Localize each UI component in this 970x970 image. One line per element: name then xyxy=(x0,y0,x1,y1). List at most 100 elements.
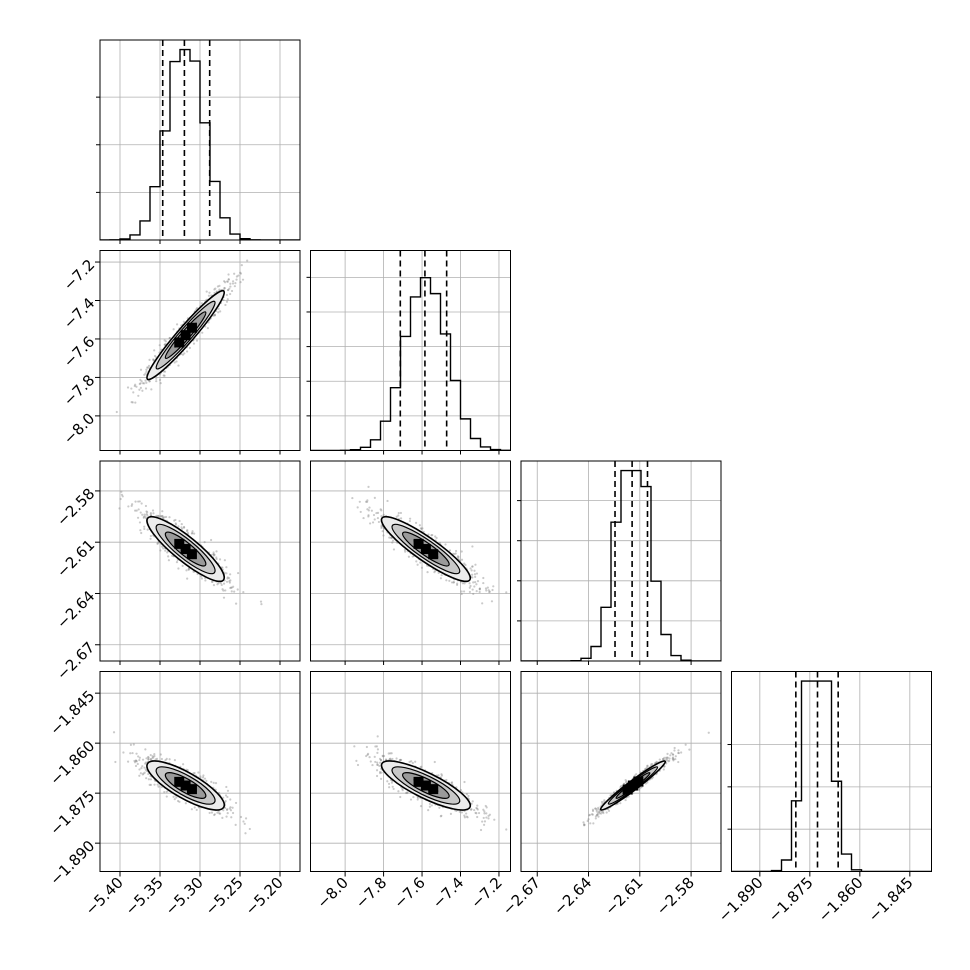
scatter-point xyxy=(144,761,147,764)
scatter-point xyxy=(400,758,403,762)
scatter-point xyxy=(469,584,472,588)
scatter-point xyxy=(239,815,243,819)
scatter-point xyxy=(230,586,233,589)
scatter-point xyxy=(147,758,150,761)
scatter-point xyxy=(476,804,479,807)
scatter-point xyxy=(226,795,229,799)
scatter-point xyxy=(418,524,421,527)
scatter-point xyxy=(684,743,687,746)
scatter-point xyxy=(399,795,402,799)
scatter-point xyxy=(412,795,415,799)
scatter-point xyxy=(663,765,666,768)
scatter-point xyxy=(587,818,590,821)
scatter-point xyxy=(203,541,206,544)
scatter-point xyxy=(141,758,145,761)
scatter-point xyxy=(145,769,148,772)
scatter-point xyxy=(165,757,168,760)
scatter-point xyxy=(222,809,225,812)
scatter-point xyxy=(142,515,145,518)
scatter-point xyxy=(392,787,395,791)
scatter-point xyxy=(449,812,453,815)
scatter-point xyxy=(147,756,150,759)
scatter-point xyxy=(143,527,146,531)
scatter-point xyxy=(473,808,476,812)
scatter-point xyxy=(244,832,247,835)
scatter-point xyxy=(376,761,379,764)
density-peak xyxy=(180,780,191,791)
scatter-point xyxy=(478,590,481,594)
scatter-point xyxy=(470,808,473,811)
scatter-point xyxy=(381,755,385,758)
scatter-point xyxy=(147,364,151,367)
scatter-point xyxy=(230,289,234,293)
scatter-point xyxy=(374,760,377,764)
scatter-point xyxy=(218,284,221,288)
scatter-point xyxy=(478,588,481,591)
scatter-point xyxy=(369,760,372,763)
scatter-point xyxy=(213,553,216,556)
scatter-point xyxy=(216,811,219,814)
scatter-point xyxy=(218,812,222,815)
density-peak xyxy=(186,549,197,560)
scatter-point xyxy=(173,519,176,522)
scatter-point xyxy=(229,285,232,288)
panel-frame xyxy=(520,460,722,662)
scatter-point xyxy=(397,514,400,517)
scatter-point xyxy=(212,551,215,554)
scatter-point xyxy=(483,812,486,815)
scatter-point xyxy=(143,382,146,385)
scatter-point xyxy=(144,748,147,751)
scatter-point xyxy=(130,504,133,507)
scatter-point xyxy=(129,743,132,746)
scatter-point xyxy=(226,576,229,579)
scatter-point xyxy=(200,577,204,580)
density-peak xyxy=(174,538,185,549)
scatter-point xyxy=(482,808,485,811)
scatter-point xyxy=(154,758,157,761)
scatter-point xyxy=(134,759,138,762)
scatter-point xyxy=(440,774,444,777)
scatter-point xyxy=(144,515,147,518)
scatter-point xyxy=(182,763,185,766)
scatter-point xyxy=(161,510,164,513)
scatter-point xyxy=(359,510,362,514)
scatter-point xyxy=(184,802,187,805)
scatter-point xyxy=(376,763,379,766)
scatter-point xyxy=(415,560,418,563)
scatter-point xyxy=(166,551,169,554)
scatter-point xyxy=(243,822,246,825)
scatter-point xyxy=(454,552,457,555)
scatter-point xyxy=(151,755,154,758)
scatter-point xyxy=(246,259,249,262)
scatter-point xyxy=(380,515,383,518)
scatter-point xyxy=(596,811,599,814)
scatter-point xyxy=(161,515,164,518)
scatter-point xyxy=(399,758,402,761)
scatter-point xyxy=(465,815,468,818)
scatter-point xyxy=(224,794,228,797)
scatter-point xyxy=(240,264,243,267)
scatter-point xyxy=(234,282,237,285)
scatter-point xyxy=(215,550,218,553)
scatter-point xyxy=(662,768,665,771)
scatter-point xyxy=(437,571,440,575)
density-peak xyxy=(186,784,197,795)
scatter-point xyxy=(462,590,466,593)
x-tick-label: −7.8 xyxy=(352,874,390,912)
scatter-point xyxy=(165,790,168,793)
scatter-point xyxy=(148,380,151,383)
scatter-point xyxy=(213,288,216,291)
y-tick-label: −1.845 xyxy=(46,687,98,739)
scatter-point xyxy=(225,580,229,583)
scatter-point xyxy=(135,760,138,763)
scatter-point xyxy=(398,759,401,762)
scatter-point xyxy=(134,509,137,512)
scatter-point xyxy=(367,515,370,518)
scatter-point xyxy=(140,531,143,535)
scatter-point xyxy=(237,571,240,575)
scatter-point xyxy=(229,586,232,590)
scatter-point xyxy=(473,569,476,572)
scatter-point xyxy=(112,731,116,734)
scatter-point xyxy=(450,781,454,784)
scatter-point xyxy=(152,358,155,361)
